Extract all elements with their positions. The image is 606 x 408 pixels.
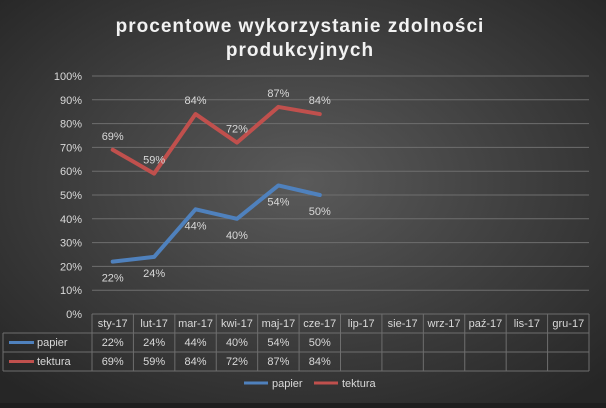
x-tick-label: mar-17 xyxy=(178,318,213,330)
series-line-tektura xyxy=(110,104,322,176)
data-label: 72% xyxy=(226,124,248,136)
table-cell-value: 69% xyxy=(102,356,124,368)
data-label: 87% xyxy=(267,88,289,100)
table-cell-value: 59% xyxy=(143,356,165,368)
table-cell-value: 87% xyxy=(267,356,289,368)
y-tick-label: 0% xyxy=(66,309,82,321)
y-tick-label: 20% xyxy=(60,261,82,273)
y-tick-label: 30% xyxy=(60,238,82,250)
x-tick-label: wrz-17 xyxy=(427,318,461,330)
y-tick-label: 90% xyxy=(60,95,82,107)
data-label: 69% xyxy=(102,131,124,143)
table-cell-value: 22% xyxy=(102,337,124,349)
data-labels: 22% 24% 44% 40% 54% 50% 69% 59% 84% 72% 87% 84% xyxy=(102,88,331,285)
chart-title-line1: procentowe wykorzystanie zdolności xyxy=(116,16,485,37)
table-cell-value: 44% xyxy=(185,337,207,349)
data-label: 44% xyxy=(185,220,207,232)
table-cell-value: 84% xyxy=(309,356,331,368)
data-label: 22% xyxy=(102,273,124,285)
y-tick-label: 80% xyxy=(60,119,82,131)
table-cell-value: 84% xyxy=(185,356,207,368)
data-label: 84% xyxy=(309,95,331,107)
y-tick-label: 10% xyxy=(60,285,82,297)
table-series-name: tektura xyxy=(37,356,72,368)
y-tick-label: 100% xyxy=(54,71,82,83)
y-tick-label: 50% xyxy=(60,190,82,202)
x-tick-label: maj-17 xyxy=(262,318,296,330)
gridlines xyxy=(92,75,589,291)
x-tick-label: lis-17 xyxy=(514,318,540,330)
data-label: 50% xyxy=(309,206,331,218)
data-label: 59% xyxy=(143,155,165,167)
table-series-name: papier xyxy=(37,337,68,349)
x-tick-label: kwi-17 xyxy=(221,318,253,330)
table-cell-value: 40% xyxy=(226,337,248,349)
table-cell-value: 72% xyxy=(226,356,248,368)
x-tick-label: lut-17 xyxy=(140,318,168,330)
x-tick-label: sie-17 xyxy=(388,318,418,330)
y-tick-label: 70% xyxy=(60,142,82,154)
data-label: 24% xyxy=(143,268,165,280)
data-label: 84% xyxy=(185,95,207,107)
data-table: sty-17 lut-17 mar-17 kwi-17 maj-17 cze-17 lip-… xyxy=(2,313,590,372)
chart-title-line2: produkcyjnych xyxy=(226,40,374,61)
y-tick-label: 40% xyxy=(60,214,82,226)
legend-label: papier xyxy=(272,378,303,390)
series-lines xyxy=(110,104,322,264)
table-cell-value: 24% xyxy=(143,337,165,349)
data-label: 54% xyxy=(267,196,289,208)
table-cell-value: 54% xyxy=(267,337,289,349)
y-axis: 0% 10% 20% 30% 40% 50% 60% 70% 80% 90% 100% xyxy=(54,71,82,321)
x-tick-label: paź-17 xyxy=(469,318,503,330)
data-label: 40% xyxy=(226,230,248,242)
x-tick-label: lip-17 xyxy=(348,318,375,330)
x-tick-label: cze-17 xyxy=(303,318,336,330)
y-tick-label: 60% xyxy=(60,166,82,178)
series-line-papier xyxy=(110,183,322,264)
x-tick-label: gru-17 xyxy=(552,318,584,330)
legend: papier tektura xyxy=(244,378,377,390)
table-cell-value: 50% xyxy=(309,337,331,349)
legend-label: tektura xyxy=(342,378,377,390)
x-tick-label: sty-17 xyxy=(98,318,128,330)
